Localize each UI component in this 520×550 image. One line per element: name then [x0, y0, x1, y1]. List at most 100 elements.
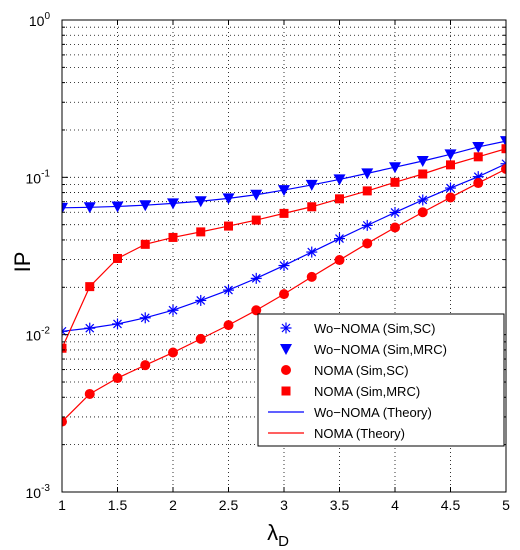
data-point [83, 202, 96, 214]
data-point [362, 186, 372, 196]
theory-curve [62, 140, 506, 209]
legend-swatch [280, 322, 292, 334]
legend-entry: NOMA (Theory) [268, 426, 405, 441]
series-markers-1 [62, 136, 506, 214]
series-markers-3 [62, 144, 506, 353]
data-point [501, 163, 506, 174]
data-point [168, 347, 178, 358]
y-tick-base: 10 [26, 328, 42, 344]
x-tick-label: 5 [502, 497, 510, 513]
data-point [335, 194, 344, 204]
data-point [62, 343, 67, 353]
data-point [167, 198, 179, 210]
data-point [62, 202, 68, 214]
legend-entry: Wo−NOMA (Sim,SC) [280, 321, 435, 336]
data-point [418, 169, 428, 179]
data-point [195, 333, 206, 344]
data-point [112, 373, 123, 384]
data-point [444, 149, 457, 161]
y-axis-label: IP [10, 252, 35, 273]
data-point [140, 360, 151, 371]
legend-label: NOMA (Sim,MRC) [314, 384, 420, 399]
data-point [362, 238, 373, 249]
y-tick-base: 10 [26, 485, 42, 501]
data-point [417, 207, 428, 218]
y-tick-label: 10-1 [26, 168, 51, 186]
legend-label: NOMA (Theory) [314, 426, 405, 441]
data-point [305, 179, 318, 191]
data-point [361, 168, 374, 180]
legend-label: Wo−NOMA (Sim,SC) [314, 321, 435, 336]
x-axis-label: λD [267, 520, 289, 550]
y-tick-exponent: 0 [44, 11, 50, 22]
legend-swatch [280, 344, 292, 355]
data-point [278, 260, 290, 272]
data-point [279, 208, 289, 218]
y-tick-label: 10-3 [26, 483, 51, 501]
series-markers-0 [62, 158, 506, 337]
x-tick-label: 1.5 [108, 497, 128, 513]
data-point [389, 206, 401, 218]
data-point [445, 182, 456, 194]
data-point [416, 156, 429, 168]
data-point [279, 289, 289, 300]
data-point [334, 255, 345, 266]
legend-swatch [281, 365, 291, 375]
x-tick-label: 4.5 [441, 497, 461, 513]
data-point [222, 193, 235, 205]
x-tick-label: 3 [280, 497, 288, 513]
data-point [251, 215, 261, 225]
x-axis-label-subscript: D [278, 533, 289, 550]
x-tick-label: 1 [58, 497, 66, 513]
data-point [112, 318, 123, 330]
data-point [250, 272, 262, 284]
data-point [307, 202, 317, 212]
data-point [445, 192, 456, 203]
data-point [84, 322, 96, 334]
data-point [251, 305, 262, 316]
data-point [195, 294, 207, 306]
data-point [472, 141, 485, 153]
x-tick-label: 2 [169, 497, 177, 513]
data-point [113, 253, 122, 263]
y-tick-exponent: -3 [41, 483, 50, 494]
data-point [62, 325, 68, 337]
legend-swatch [281, 386, 291, 396]
data-point [223, 284, 234, 296]
data-point [62, 416, 67, 427]
y-tick-exponent: -1 [41, 168, 50, 179]
legend-box [257, 313, 505, 447]
legend-label: NOMA (Sim,SC) [314, 363, 409, 378]
data-point [85, 282, 95, 292]
data-point [390, 222, 400, 233]
data-point [473, 152, 483, 162]
data-point [139, 312, 151, 324]
data-point [390, 177, 400, 187]
data-point [168, 232, 178, 242]
x-tick-label: 4 [391, 497, 399, 513]
data-point [361, 219, 373, 231]
data-point [139, 200, 152, 212]
x-tick-label: 2.5 [219, 497, 239, 513]
data-point [84, 388, 95, 399]
y-tick-label: 10-2 [26, 326, 51, 344]
y-tick-exponent: -2 [41, 326, 50, 337]
data-point [501, 144, 506, 154]
series-markers-2 [62, 163, 506, 427]
data-point [167, 304, 179, 316]
data-point [111, 201, 124, 213]
legend-label: Wo−NOMA (Sim,MRC) [314, 342, 447, 357]
data-point [194, 196, 207, 208]
legend: Wo−NOMA (Sim,SC) Wo−NOMA (Sim,MRC) NOMA (S… [257, 313, 505, 447]
data-point [196, 227, 206, 237]
data-point [278, 185, 290, 197]
y-tick-label: 100 [29, 11, 51, 29]
data-point [223, 320, 234, 331]
data-point [306, 271, 317, 282]
legend-entry: Wo−NOMA (Theory) [268, 405, 432, 420]
data-point [446, 160, 455, 170]
data-point [250, 189, 263, 201]
legend-label: Wo−NOMA (Theory) [314, 405, 432, 420]
